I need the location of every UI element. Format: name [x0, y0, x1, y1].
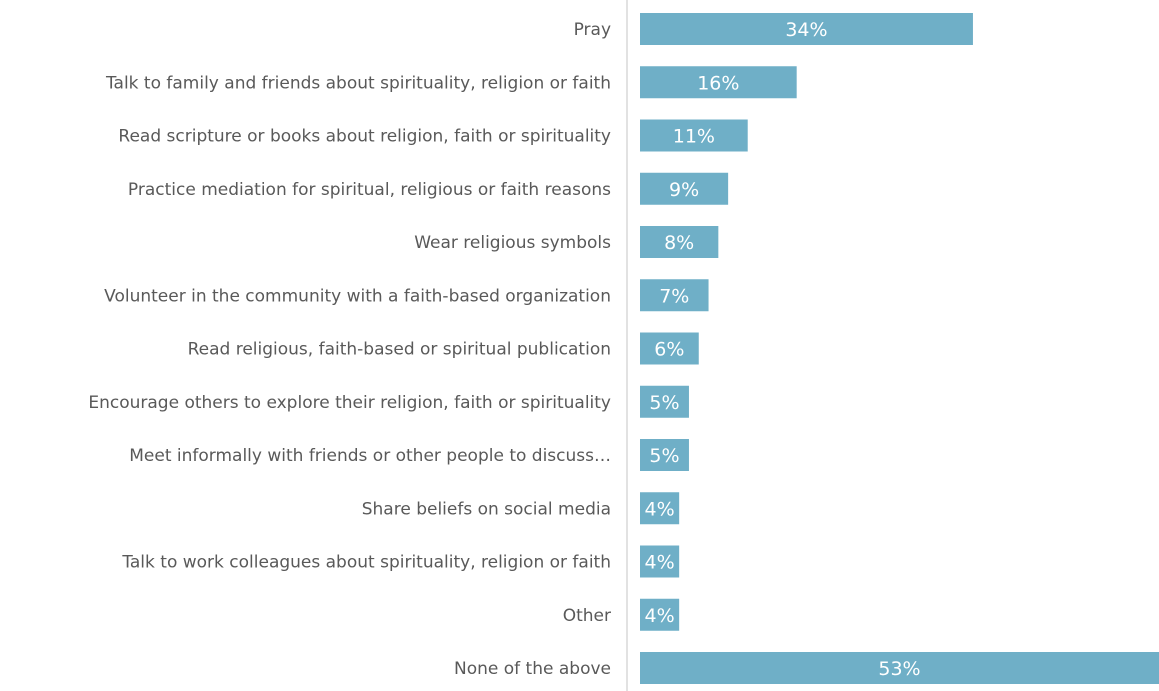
bar — [640, 652, 1159, 684]
bar — [640, 279, 709, 312]
category-label: Wear religious symbols — [414, 233, 611, 253]
data-labels-group: 34% 16% 11% 9% 8% 7% 6% 5% 5% 4% 4% 4% 53% — [645, 19, 921, 680]
data-label: 16% — [697, 72, 739, 94]
bar — [640, 385, 689, 418]
category-label: Read scripture or books about religion, … — [118, 127, 611, 147]
category-label: Read religious, faith-based or spiritual… — [188, 340, 611, 360]
category-label: Talk to work colleagues about spirituali… — [121, 553, 611, 573]
bars-group — [640, 13, 1159, 684]
bar — [640, 119, 748, 152]
data-label: 7% — [659, 285, 689, 307]
data-label: 9% — [669, 179, 699, 201]
bar — [640, 545, 680, 578]
bar — [640, 598, 680, 631]
category-label: Practice mediation for spiritual, religi… — [128, 180, 611, 200]
bar — [640, 66, 797, 99]
data-label: 6% — [654, 339, 684, 361]
data-label: 4% — [645, 552, 675, 574]
data-label: 8% — [664, 232, 694, 254]
category-label: Other — [563, 606, 611, 626]
category-labels-group: Pray Talk to family and friends about spi… — [88, 20, 611, 679]
data-label: 11% — [673, 126, 715, 148]
bar — [640, 13, 973, 45]
category-label: Meet informally with friends or other pe… — [129, 446, 611, 466]
data-label: 53% — [878, 658, 920, 680]
bar — [640, 226, 719, 258]
data-label: 4% — [645, 498, 675, 520]
bar — [640, 332, 699, 365]
data-label: 34% — [785, 19, 827, 41]
category-label: Talk to family and friends about spiritu… — [105, 73, 611, 93]
category-label: Pray — [574, 20, 611, 40]
bar — [640, 492, 680, 525]
data-label: 4% — [645, 605, 675, 627]
category-label: Encourage others to explore their religi… — [88, 393, 611, 413]
category-label: Volunteer in the community with a faith-… — [104, 286, 611, 306]
data-label: 5% — [649, 445, 679, 467]
category-label: None of the above — [454, 659, 611, 679]
bar — [640, 172, 729, 205]
category-label: Share beliefs on social media — [362, 499, 611, 519]
bar — [640, 439, 689, 471]
data-label: 5% — [649, 392, 679, 414]
